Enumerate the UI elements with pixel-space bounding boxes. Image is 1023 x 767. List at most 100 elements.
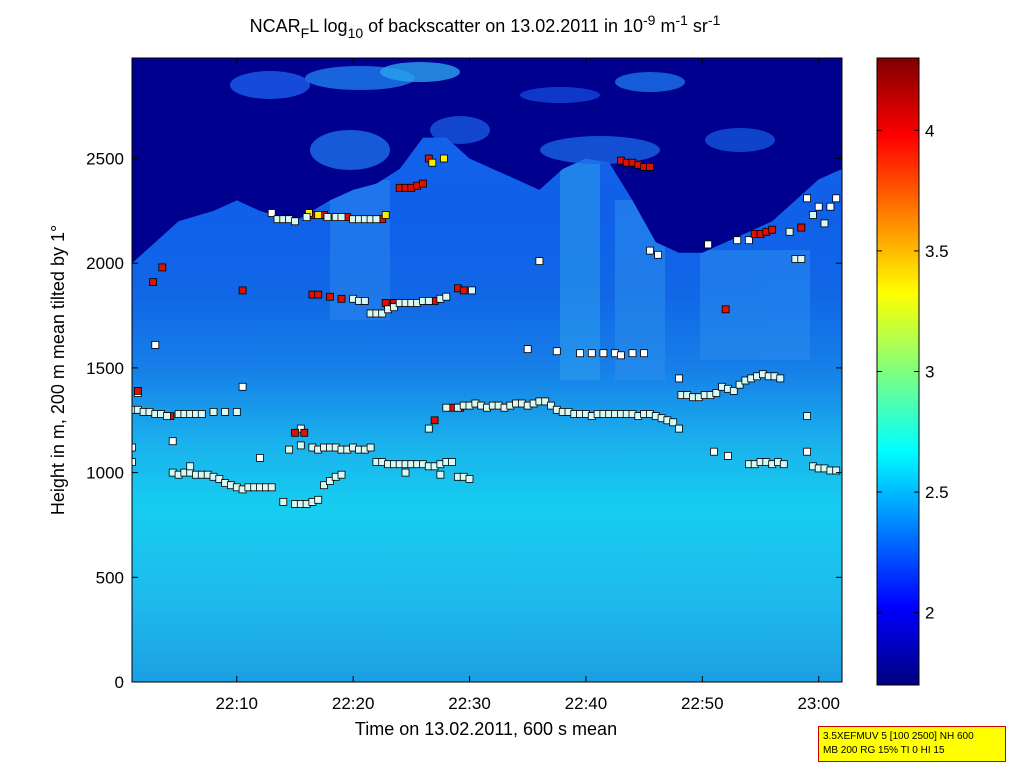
y-tick-label: 2500 — [86, 150, 124, 169]
marker-cyan-white — [467, 286, 476, 295]
marker-cyan-white — [197, 410, 206, 418]
marker-cyan-white — [209, 407, 218, 416]
x-axis: 22:10 22:20 22:30 22:40 22:50 23:00 — [215, 58, 840, 713]
marker-white — [523, 345, 532, 354]
colorbar-tick-label: 3.5 — [925, 242, 949, 261]
title-part: NCAR — [250, 16, 301, 36]
y-tick-label: 2000 — [86, 254, 124, 273]
marker-cyan-white — [325, 477, 334, 485]
marker-cyan-white — [215, 474, 224, 483]
marker-white — [803, 194, 811, 203]
title-sub: F — [301, 25, 310, 41]
marker-cyan-white — [675, 424, 683, 433]
marker-cyan-white — [279, 497, 288, 506]
marker-cyan-white — [442, 403, 451, 412]
colorbar-tick-label: 4 — [925, 121, 934, 140]
marker-white — [552, 347, 561, 356]
y-tick-label: 0 — [115, 673, 124, 692]
colorbar-tick-label: 3 — [925, 363, 934, 382]
marker-cyan-white — [820, 219, 829, 228]
marker-cyan-white — [366, 443, 375, 452]
marker-cyan-white — [291, 217, 299, 226]
title-sup: -9 — [643, 12, 656, 28]
marker-cyan-white — [186, 462, 195, 471]
marker-red — [646, 162, 654, 171]
marker-red — [149, 278, 157, 287]
marker-white — [640, 349, 648, 358]
marker-cyan-white — [401, 468, 410, 477]
marker-cyan-white — [547, 401, 555, 410]
marker-white — [704, 240, 712, 249]
info-box: 3.5XEFMUV 5 [100 2500] NH 600 MB 200 RG … — [818, 726, 1006, 762]
x-axis-label: Time on 13.02.2011, 600 s mean — [355, 719, 617, 739]
marker-white — [675, 374, 683, 383]
y-axis: 0 500 1000 1500 2000 2500 — [86, 150, 842, 692]
title-sup: -1 — [675, 12, 688, 28]
marker-white — [724, 451, 732, 460]
info-line-1: 3.5XEFMUV 5 [100 2500] NH 600 — [823, 731, 974, 742]
colorbar-tick-label: 2.5 — [925, 483, 949, 502]
marker-white — [267, 209, 276, 217]
y-tick-label: 500 — [96, 568, 124, 587]
marker-white — [832, 194, 841, 203]
marker-yellow — [314, 211, 323, 219]
marker-cyan-white — [779, 460, 788, 469]
marker-white — [654, 250, 662, 259]
colorbar — [876, 57, 920, 686]
marker-cyan-white — [832, 466, 841, 475]
marker-white — [168, 437, 177, 446]
marker-red — [419, 179, 427, 188]
marker-white — [256, 453, 264, 462]
marker-white — [238, 382, 247, 391]
marker-cyan-white — [372, 215, 381, 224]
marker-cyan-white — [162, 412, 171, 421]
chart-title: NCARFL log10 of backscatter on 13.02.201… — [250, 12, 721, 41]
title-part: L log — [309, 16, 347, 36]
title-part: sr — [688, 16, 708, 36]
haze-layer — [330, 150, 810, 380]
marker-cyan-white — [669, 418, 678, 427]
marker-red — [300, 428, 309, 437]
heatmap-field — [132, 58, 842, 682]
marker-cyan-white — [424, 424, 433, 433]
y-tick-label: 1500 — [86, 359, 124, 378]
marker-cyan-white — [436, 470, 445, 479]
marker-yellow — [428, 158, 437, 167]
marker-cyan-white — [809, 211, 817, 219]
marker-cyan-white — [337, 470, 346, 479]
marker-white — [826, 202, 835, 211]
marker-cyan-white — [735, 380, 744, 389]
marker-white — [745, 236, 753, 245]
marker-cyan-white — [337, 213, 346, 222]
marker-cyan-white — [296, 441, 305, 450]
marker-white — [599, 349, 608, 358]
marker-red — [430, 416, 439, 425]
marker-cyan-white — [448, 458, 457, 467]
marker-white — [535, 257, 544, 266]
marker-cyan-white — [442, 292, 451, 301]
x-tick-label: 22:10 — [215, 694, 258, 713]
marker-cyan-white — [232, 407, 241, 416]
marker-red — [768, 225, 777, 234]
marker-red — [797, 223, 806, 232]
cirrus-patches — [230, 62, 775, 170]
title-sub: 10 — [348, 25, 364, 41]
marker-cyan-white — [729, 386, 738, 395]
marker-cyan-white — [785, 227, 794, 236]
marker-white — [628, 349, 637, 358]
marker-white — [646, 246, 654, 255]
marker-cyan-white — [360, 296, 369, 305]
colorbar-tick-label: 2 — [925, 604, 934, 623]
marker-cyan-white — [424, 296, 433, 305]
title-part: m — [655, 16, 675, 36]
marker-white — [576, 349, 584, 358]
marker-red — [133, 386, 142, 395]
marker-red — [325, 292, 334, 301]
marker-white — [733, 236, 742, 245]
y-axis-label: Height in m, 200 m mean tilted by 1° — [48, 225, 68, 515]
marker-white — [151, 340, 160, 349]
marker-cyan-white — [302, 213, 311, 222]
x-tick-label: 22:20 — [332, 694, 375, 713]
marker-cyan-white — [221, 407, 230, 416]
